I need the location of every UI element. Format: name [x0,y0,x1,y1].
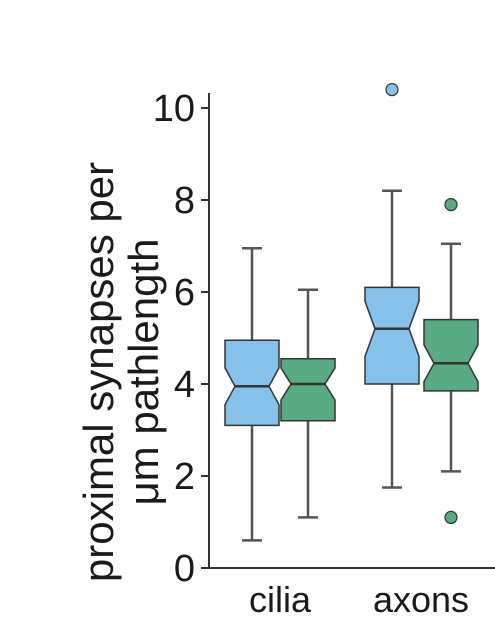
y-axis-label-line-1: proximal synapses per [75,162,122,582]
outlier-point [444,198,458,212]
y-tick-label: 4 [174,364,195,406]
box-axons-green [423,198,479,525]
box-cilia-green [280,288,336,519]
outlier-point [385,82,399,97]
x-category-label-cilia: cilia [249,579,312,620]
box-axons-blue [364,82,420,489]
y-tick-label: 8 [174,180,195,222]
outlier-point [444,510,458,525]
y-axis-label-line-2: μm pathlength [120,238,167,505]
notched-box [224,339,280,427]
x-category-label-axons: axons [373,579,469,620]
y-tick-label: 10 [153,88,195,130]
box-cilia-blue [224,247,280,542]
notched-box [280,357,336,422]
y-axis-label: proximal synapses per μm pathlength [75,162,167,582]
y-tick-label: 0 [174,548,195,590]
notched-box [364,286,420,385]
y-tick-label: 2 [174,456,195,498]
y-tick-label: 6 [174,272,195,314]
notched-box [423,318,479,392]
